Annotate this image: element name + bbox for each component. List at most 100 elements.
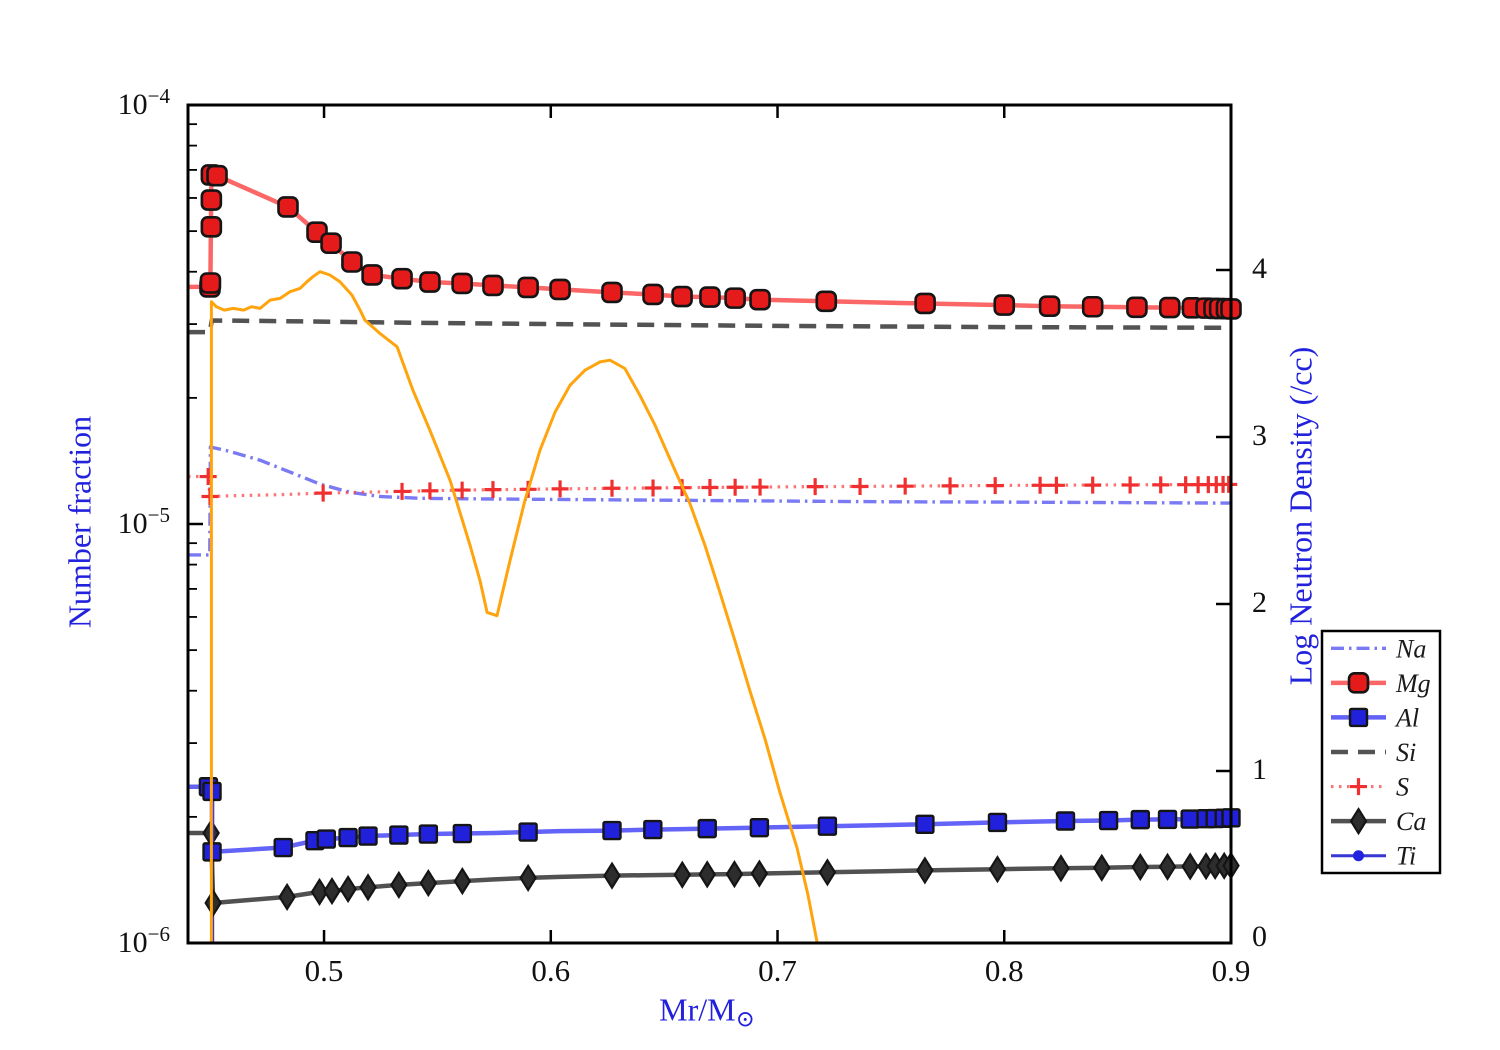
- ca-marker: [204, 888, 222, 918]
- mg-marker: [517, 276, 539, 299]
- s-marker: [1047, 476, 1065, 494]
- y-right-tick-label: 3: [1252, 419, 1267, 452]
- ca-marker: [1131, 852, 1150, 882]
- ca-marker: [390, 870, 408, 899]
- x-tick-label: 0.9: [1211, 953, 1251, 988]
- mg-marker: [671, 285, 693, 308]
- ca-marker: [359, 873, 377, 902]
- s-marker: [644, 479, 662, 497]
- ca-marker: [603, 861, 621, 890]
- x-axis-label-text: Mr/M: [659, 991, 736, 1028]
- mg-marker: [1347, 672, 1370, 694]
- ca-marker: [818, 858, 837, 887]
- mg-marker: [815, 290, 838, 313]
- ca-marker: [278, 882, 296, 912]
- mg-marker: [277, 196, 299, 218]
- al-marker: [1098, 810, 1119, 831]
- s-marker: [603, 479, 621, 497]
- mg-marker: [1038, 295, 1061, 317]
- al-marker: [418, 824, 439, 844]
- y-right-tick-label: 2: [1252, 586, 1267, 619]
- mg-marker: [914, 292, 936, 315]
- mg-marker: [601, 281, 623, 304]
- s-marker: [1152, 476, 1170, 494]
- al-marker: [697, 818, 717, 839]
- x-tick-label: 0.6: [531, 953, 571, 988]
- y-left-tick-label: 10−4: [117, 84, 170, 121]
- legend-label-na: Na: [1395, 634, 1426, 663]
- al-marker: [1348, 707, 1369, 728]
- mg-marker: [391, 267, 413, 290]
- ca-marker: [339, 874, 357, 904]
- ca-marker: [988, 855, 1007, 884]
- si-line: [188, 318, 1231, 335]
- mg-marker: [1126, 296, 1148, 319]
- al-marker: [358, 826, 378, 846]
- s-marker: [453, 481, 471, 499]
- al-marker: [602, 820, 622, 841]
- ca-marker: [673, 860, 692, 889]
- series-neutrondensity: [209, 270, 819, 943]
- s-marker: [393, 482, 411, 500]
- al-marker: [518, 822, 538, 842]
- y-left-tick-label: 10−6: [117, 922, 170, 959]
- mg-marker: [320, 232, 342, 254]
- series-al: [188, 777, 1241, 862]
- ca-marker: [1092, 853, 1111, 882]
- mg-marker: [361, 264, 383, 286]
- series-si: [188, 318, 1231, 335]
- mg-marker: [549, 278, 571, 301]
- s-marker: [941, 477, 959, 495]
- x-tick-label: 0.8: [984, 953, 1024, 988]
- legend-label-al: Al: [1394, 703, 1419, 732]
- sun-symbol: ⊙: [735, 1005, 755, 1032]
- al-marker: [1130, 809, 1151, 830]
- mg-marker: [200, 216, 223, 238]
- mg-marker: [642, 283, 664, 306]
- al-marker: [1055, 811, 1076, 831]
- ca-marker: [419, 869, 438, 898]
- al-marker: [452, 823, 473, 844]
- mg-marker: [199, 272, 222, 294]
- ti-marker: [1353, 850, 1364, 862]
- y-right-tick-label: 4: [1252, 252, 1267, 285]
- al-marker: [817, 816, 838, 836]
- al-marker: [389, 825, 409, 845]
- mg-marker: [993, 294, 1016, 316]
- al-marker: [749, 817, 770, 838]
- s-marker: [1084, 476, 1102, 494]
- mg-marker: [699, 286, 721, 308]
- ca-marker: [1052, 854, 1070, 883]
- s-marker: [421, 482, 439, 500]
- s-marker: [199, 468, 217, 486]
- ca-marker: [310, 877, 329, 907]
- series-mg: [188, 164, 1242, 320]
- x-axis-label: Mr/M⊙: [659, 991, 755, 1032]
- al-marker: [1180, 809, 1200, 829]
- legend: Na Mg Al Si S Ca Ti: [1320, 629, 1442, 875]
- al-marker: [643, 819, 663, 840]
- s-marker: [701, 479, 719, 497]
- mg-marker: [724, 287, 746, 309]
- ca-marker: [1181, 852, 1199, 881]
- legend-label-si: Si: [1396, 738, 1416, 767]
- al-marker: [273, 837, 293, 858]
- y-right-tick-label: 0: [1252, 920, 1267, 953]
- s-marker: [1031, 476, 1049, 494]
- mg-marker: [200, 189, 223, 211]
- legend-label-s: S: [1396, 773, 1409, 802]
- mg-marker: [341, 251, 363, 273]
- mg-marker: [451, 272, 473, 295]
- s-marker: [1350, 778, 1367, 796]
- mg-marker: [1081, 295, 1104, 318]
- ca-marker: [750, 859, 769, 888]
- ca-marker: [453, 867, 472, 896]
- s-marker: [806, 478, 824, 496]
- x-tick-label: 0.7: [758, 953, 797, 988]
- neutrondensity-line: [209, 270, 819, 943]
- s-marker: [851, 477, 869, 495]
- ca-marker: [725, 860, 744, 889]
- y-left-tick-label: 10−5: [117, 503, 170, 540]
- ca-marker: [916, 856, 934, 885]
